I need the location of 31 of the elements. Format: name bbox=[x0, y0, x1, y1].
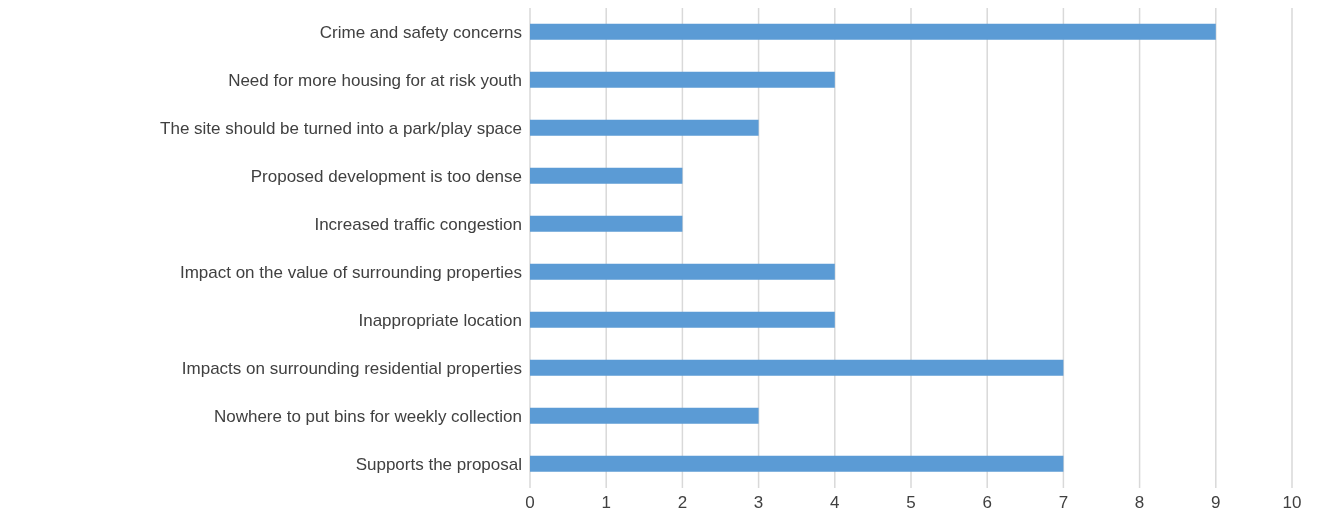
x-tick-label: 6 bbox=[982, 493, 992, 513]
bar bbox=[530, 71, 835, 88]
bar bbox=[530, 455, 1064, 472]
bar bbox=[530, 407, 759, 424]
bar bbox=[530, 215, 683, 232]
bar bbox=[530, 167, 683, 184]
x-tick-label: 1 bbox=[601, 493, 611, 513]
bar bbox=[530, 311, 835, 328]
x-tick-label: 2 bbox=[677, 493, 688, 513]
y-tick-label: Impacts on surrounding residential properties bbox=[181, 359, 522, 379]
x-tick-label: 9 bbox=[1211, 493, 1221, 513]
x-tick-label: 3 bbox=[753, 493, 764, 513]
x-tick-label: 10 bbox=[1282, 493, 1302, 513]
x-tick-label: 7 bbox=[1058, 493, 1069, 513]
x-tick-label: 4 bbox=[830, 493, 840, 513]
y-tick-label: Need for more housing for at risk youth bbox=[228, 71, 522, 91]
bar bbox=[530, 263, 835, 280]
y-tick-label: Inappropriate location bbox=[358, 311, 522, 331]
y-tick-label: Increased traffic congestion bbox=[314, 215, 522, 235]
bar bbox=[530, 23, 1216, 40]
x-tick-label: 8 bbox=[1134, 493, 1145, 513]
y-tick-label: Crime and safety concerns bbox=[319, 23, 522, 43]
y-tick-label: Proposed development is too dense bbox=[250, 167, 522, 187]
y-tick-label: Impact on the value of surrounding properties bbox=[179, 263, 522, 283]
y-tick-label: Supports the proposal bbox=[355, 455, 522, 475]
bar bbox=[530, 119, 759, 136]
bar bbox=[530, 359, 1064, 376]
y-tick-label: Nowhere to put bins for weekly collection bbox=[213, 407, 522, 427]
x-tick-label: 5 bbox=[906, 493, 916, 513]
x-tick-label: 0 bbox=[525, 493, 535, 513]
y-tick-label: The site should be turned into a park/play space bbox=[160, 119, 522, 139]
